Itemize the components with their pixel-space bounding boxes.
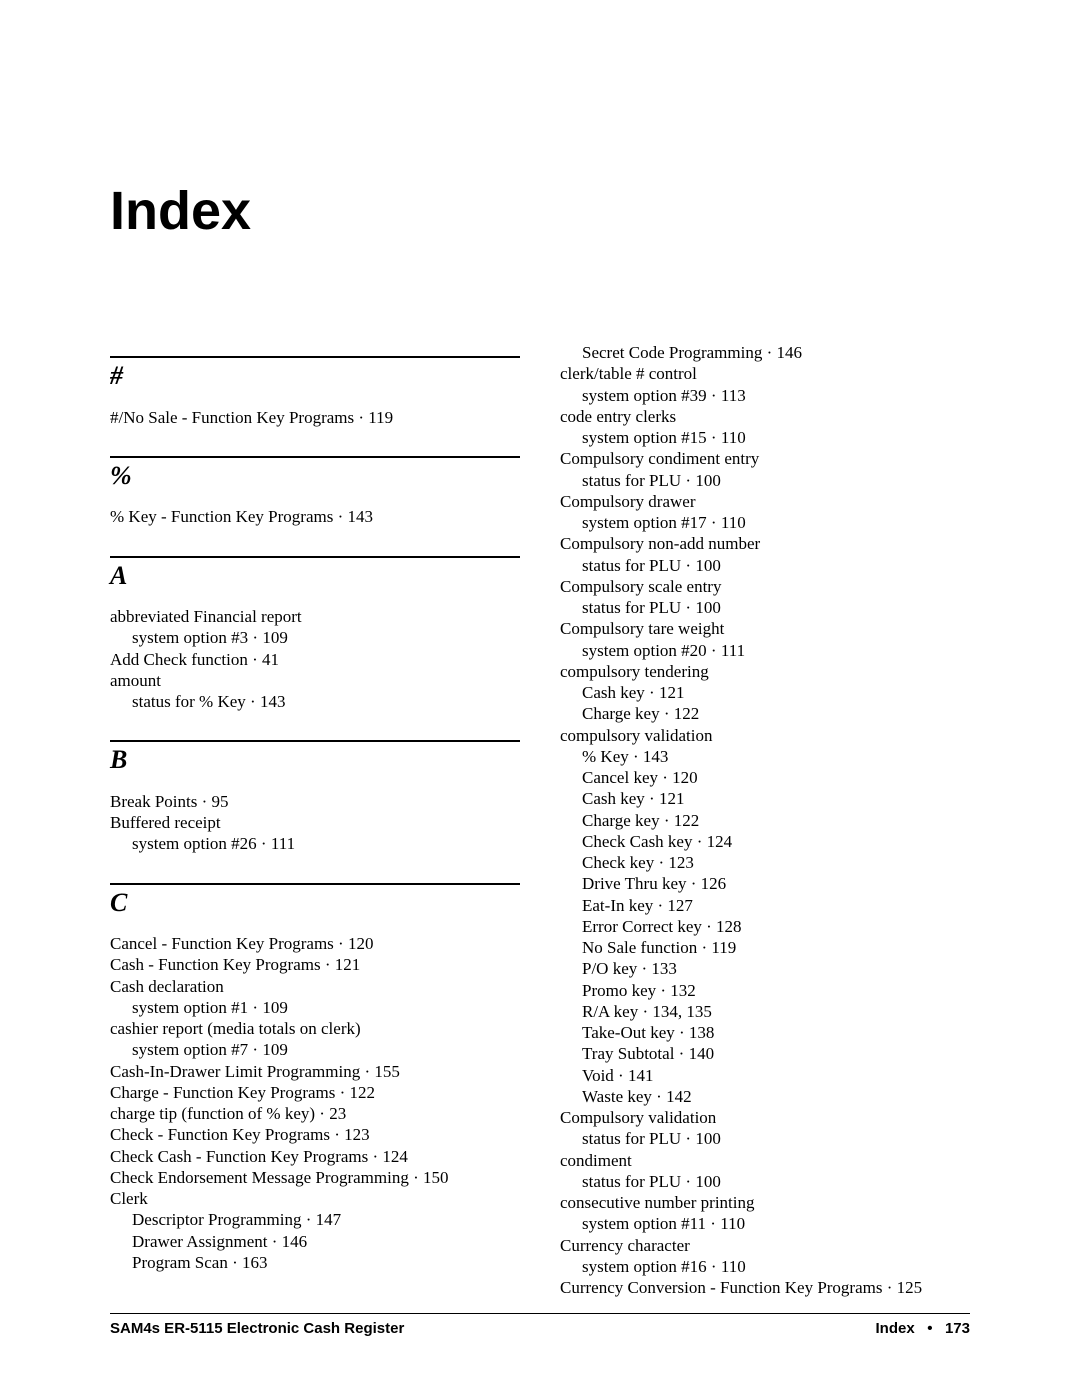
index-entry: cashier report (media totals on clerk) xyxy=(110,1018,520,1039)
index-entry: charge tip (function of % key) · 23 xyxy=(110,1103,520,1124)
index-entry: No Sale function · 119 xyxy=(560,937,970,958)
index-entry: Clerk xyxy=(110,1188,520,1209)
index-entry: status for PLU · 100 xyxy=(560,597,970,618)
column-left: # #/No Sale - Function Key Programs · 119… xyxy=(110,342,520,1298)
index-entry: Compulsory drawer xyxy=(560,491,970,512)
section-rule xyxy=(110,556,520,558)
section-letter: C xyxy=(110,887,520,920)
column-right: Secret Code Programming · 146clerk/table… xyxy=(560,342,970,1298)
index-entry: Descriptor Programming · 147 xyxy=(110,1209,520,1230)
index-entry: Cash - Function Key Programs · 121 xyxy=(110,954,520,975)
index-entry: status for PLU · 100 xyxy=(560,470,970,491)
section-rule xyxy=(110,456,520,458)
index-entry: Cash key · 121 xyxy=(560,788,970,809)
index-entry: Compulsory scale entry xyxy=(560,576,970,597)
index-columns: # #/No Sale - Function Key Programs · 119… xyxy=(110,342,970,1298)
index-entry: Compulsory non-add number xyxy=(560,533,970,554)
index-entry: compulsory validation xyxy=(560,725,970,746)
index-entry: system option #1 · 109 xyxy=(110,997,520,1018)
index-entry: P/O key · 133 xyxy=(560,958,970,979)
index-entry: Charge - Function Key Programs · 122 xyxy=(110,1082,520,1103)
index-entry: system option #16 · 110 xyxy=(560,1256,970,1277)
section-rule xyxy=(110,883,520,885)
index-entry: system option #3 · 109 xyxy=(110,627,520,648)
index-entry: system option #11 · 110 xyxy=(560,1213,970,1234)
index-entry: Check key · 123 xyxy=(560,852,970,873)
index-entry: Check Cash key · 124 xyxy=(560,831,970,852)
index-entry: Add Check function · 41 xyxy=(110,649,520,670)
section-rule xyxy=(110,356,520,358)
index-entry: system option #7 · 109 xyxy=(110,1039,520,1060)
index-entry: Secret Code Programming · 146 xyxy=(560,342,970,363)
index-entry: condiment xyxy=(560,1150,970,1171)
section-letter: % xyxy=(110,460,520,493)
footer-right: Index • 173 xyxy=(875,1320,970,1337)
index-entry: amount xyxy=(110,670,520,691)
footer-left: SAM4s ER-5115 Electronic Cash Register xyxy=(110,1320,404,1337)
index-entry: % Key - Function Key Programs · 143 xyxy=(110,506,520,527)
index-entry: R/A key · 134, 135 xyxy=(560,1001,970,1022)
index-entry: Program Scan · 163 xyxy=(110,1252,520,1273)
index-entry: Cancel key · 120 xyxy=(560,767,970,788)
page-footer: SAM4s ER-5115 Electronic Cash Register I… xyxy=(110,1313,970,1337)
index-entry: compulsory tendering xyxy=(560,661,970,682)
index-entry: status for PLU · 100 xyxy=(560,1171,970,1192)
index-entry: consecutive number printing xyxy=(560,1192,970,1213)
index-entry: Cancel - Function Key Programs · 120 xyxy=(110,933,520,954)
page: Index # #/No Sale - Function Key Programs… xyxy=(0,0,1080,1397)
section-letter: # xyxy=(110,360,520,393)
index-entry: Check Endorsement Message Programming · … xyxy=(110,1167,520,1188)
index-entry: Cash key · 121 xyxy=(560,682,970,703)
index-entry: Charge key · 122 xyxy=(560,810,970,831)
index-entry: system option #17 · 110 xyxy=(560,512,970,533)
footer-page-number: 173 xyxy=(945,1320,970,1337)
index-entry: status for PLU · 100 xyxy=(560,555,970,576)
index-entry: status for % Key · 143 xyxy=(110,691,520,712)
page-title: Index xyxy=(110,180,970,242)
index-entry: Compulsory validation xyxy=(560,1107,970,1128)
section-letter: A xyxy=(110,560,520,593)
index-entry: Void · 141 xyxy=(560,1065,970,1086)
index-entry: system option #26 · 111 xyxy=(110,833,520,854)
index-entry: Cash-In-Drawer Limit Programming · 155 xyxy=(110,1061,520,1082)
index-entry: Promo key · 132 xyxy=(560,980,970,1001)
section-rule xyxy=(110,740,520,742)
index-entry: status for PLU · 100 xyxy=(560,1128,970,1149)
index-entry: Take-Out key · 138 xyxy=(560,1022,970,1043)
index-entry: Buffered receipt xyxy=(110,812,520,833)
index-entry: Drive Thru key · 126 xyxy=(560,873,970,894)
footer-section-label: Index xyxy=(875,1320,914,1337)
index-entry: code entry clerks xyxy=(560,406,970,427)
index-entry: Compulsory condiment entry xyxy=(560,448,970,469)
index-entry: Cash declaration xyxy=(110,976,520,997)
index-entry: system option #20 · 111 xyxy=(560,640,970,661)
index-entry: Charge key · 122 xyxy=(560,703,970,724)
index-entry: % Key · 143 xyxy=(560,746,970,767)
index-entry: Waste key · 142 xyxy=(560,1086,970,1107)
index-entry: Currency character xyxy=(560,1235,970,1256)
index-entry: Currency Conversion - Function Key Progr… xyxy=(560,1277,970,1298)
section-letter: B xyxy=(110,744,520,777)
index-entry: abbreviated Financial report xyxy=(110,606,520,627)
index-entry: Compulsory tare weight xyxy=(560,618,970,639)
index-entry: Drawer Assignment · 146 xyxy=(110,1231,520,1252)
index-entry: #/No Sale - Function Key Programs · 119 xyxy=(110,407,520,428)
index-entry: Tray Subtotal · 140 xyxy=(560,1043,970,1064)
index-entry: Check - Function Key Programs · 123 xyxy=(110,1124,520,1145)
index-entry: Break Points · 95 xyxy=(110,791,520,812)
index-entry: system option #39 · 113 xyxy=(560,385,970,406)
index-entry: Eat-In key · 127 xyxy=(560,895,970,916)
index-entry: clerk/table # control xyxy=(560,363,970,384)
index-entry: Error Correct key · 128 xyxy=(560,916,970,937)
index-entry: system option #15 · 110 xyxy=(560,427,970,448)
index-entry: Check Cash - Function Key Programs · 124 xyxy=(110,1146,520,1167)
footer-bullet: • xyxy=(927,1320,932,1337)
